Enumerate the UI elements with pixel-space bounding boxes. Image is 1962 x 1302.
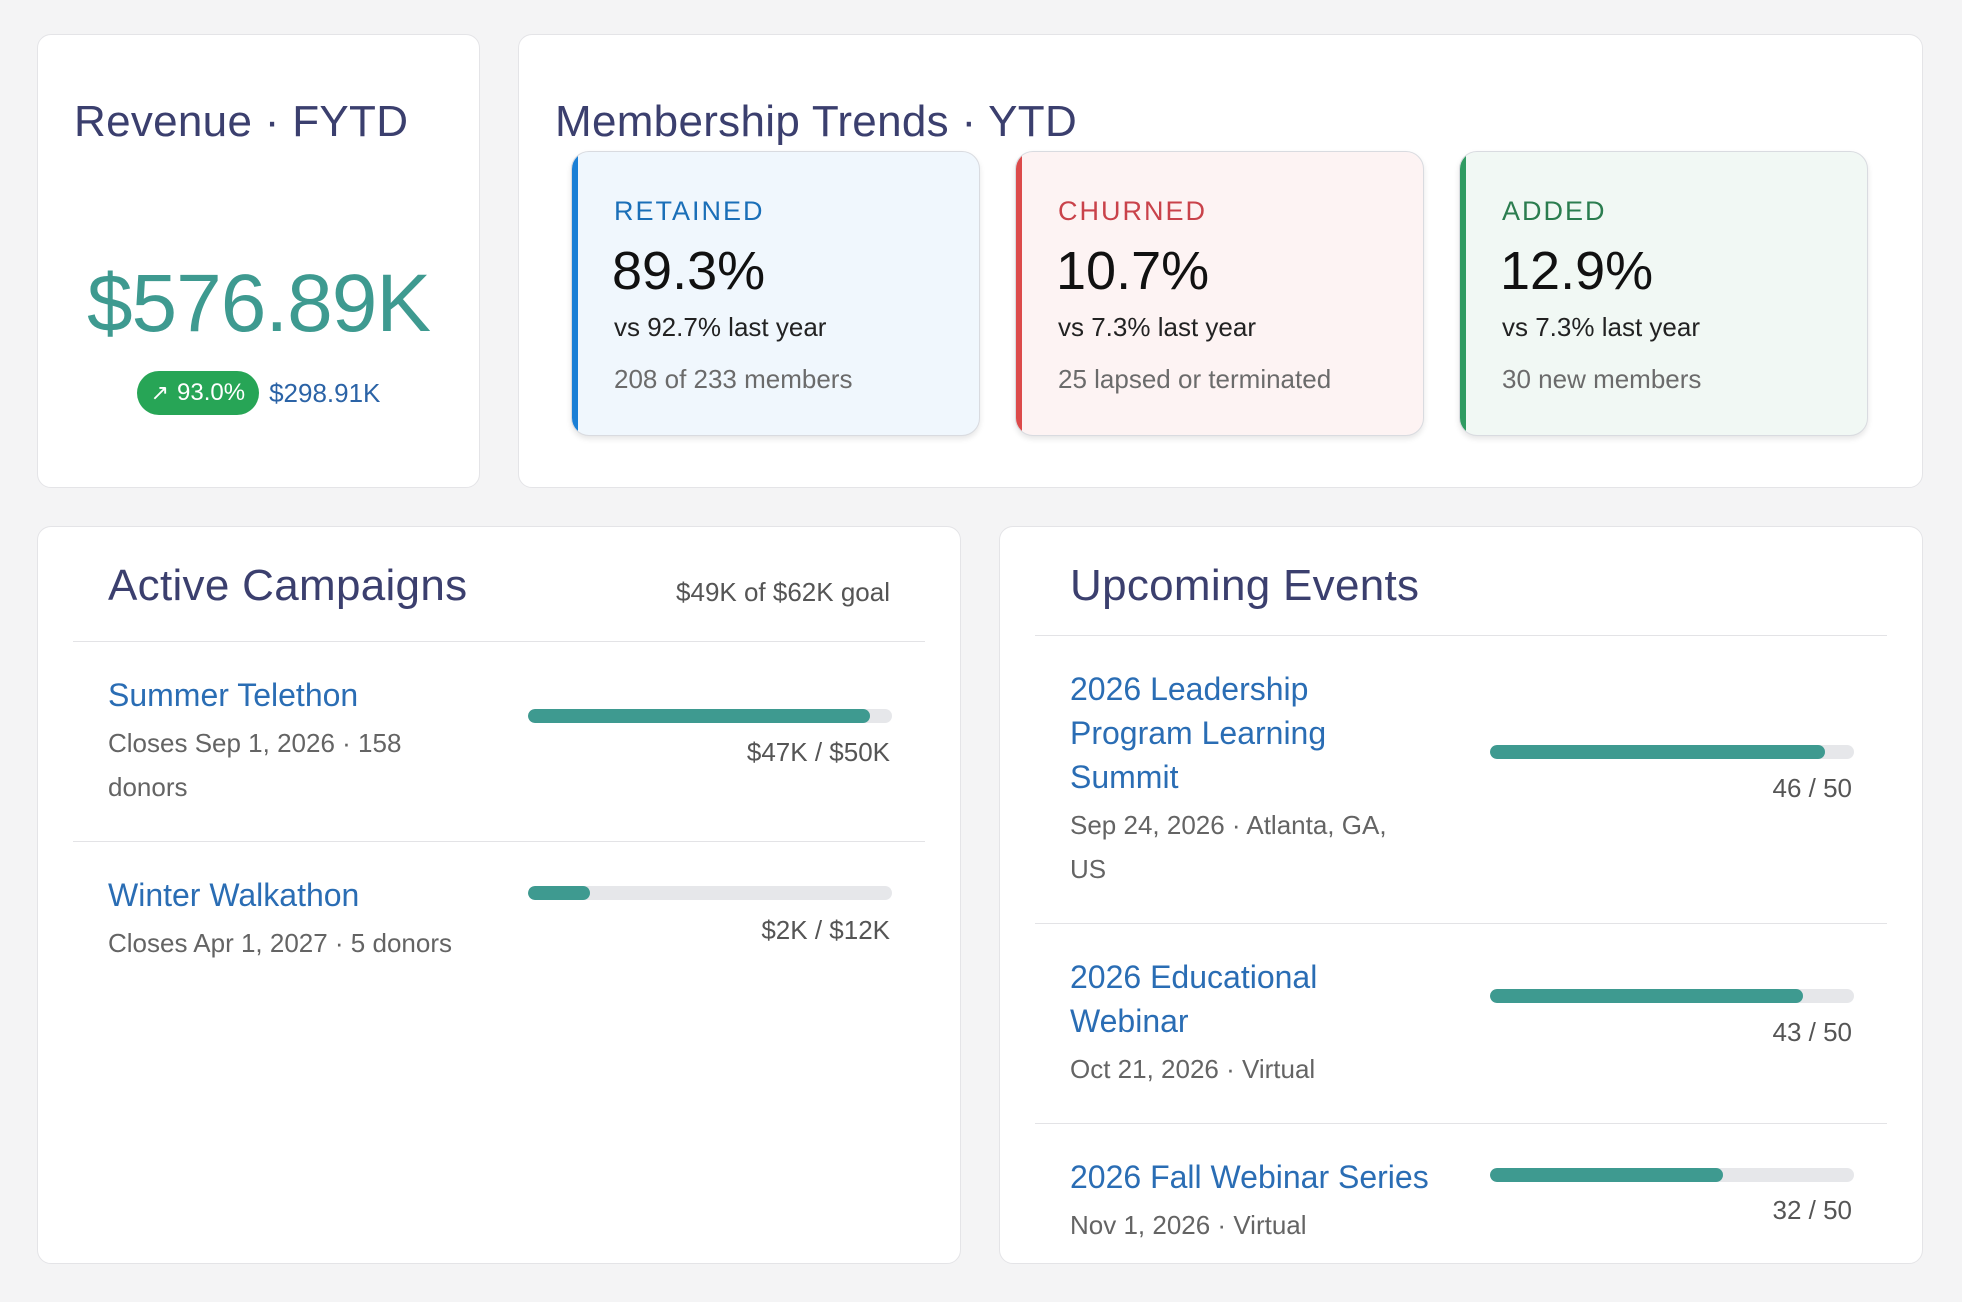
stat-label: ADDED bbox=[1502, 196, 1607, 226]
divider bbox=[73, 641, 925, 642]
campaign-meta: Closes Apr 1, 2027 · 5 donors bbox=[108, 928, 452, 958]
added-stat-card: ADDED 12.9% vs 7.3% last year 30 new mem… bbox=[1459, 151, 1868, 436]
stat-accent-bar bbox=[1016, 152, 1022, 435]
campaign-name-link[interactable]: Summer Telethon bbox=[108, 677, 359, 713]
event-capacity-label: 32 / 50 bbox=[1772, 1195, 1852, 1225]
campaigns-title: Active Campaigns bbox=[108, 561, 468, 610]
revenue-delta-row: ↗ 93.0% $298.91K bbox=[38, 371, 479, 415]
progress-fill bbox=[528, 709, 871, 723]
stat-comparison: vs 7.3% last year bbox=[1502, 312, 1700, 342]
campaign-progress-label: $47K / $50K bbox=[746, 737, 890, 767]
event-name-link[interactable]: 2026 Fall Webinar Series bbox=[1070, 1159, 1429, 1195]
campaign-progress-bar bbox=[528, 886, 892, 900]
stat-detail: 208 of 233 members bbox=[614, 364, 853, 394]
stat-comparison: vs 92.7% last year bbox=[614, 312, 827, 342]
event-name-link[interactable]: 2026 Leadership bbox=[1070, 671, 1309, 707]
campaign-progress-bar bbox=[528, 709, 892, 723]
event-name-link[interactable]: Summit bbox=[1070, 759, 1179, 795]
stat-comparison: vs 7.3% last year bbox=[1058, 312, 1256, 342]
upcoming-events-card: Upcoming Events 2026 Leadership Program … bbox=[999, 526, 1923, 1264]
divider bbox=[73, 841, 925, 842]
event-capacity-label: 43 / 50 bbox=[1772, 1017, 1852, 1047]
stat-value: 10.7% bbox=[1056, 241, 1210, 301]
membership-trends-card: Membership Trends · YTD RETAINED 89.3% v… bbox=[518, 34, 1923, 488]
event-capacity-bar bbox=[1490, 745, 1854, 759]
revenue-delta-amount: $298.91K bbox=[269, 377, 381, 408]
retained-stat-card: RETAINED 89.3% vs 92.7% last year 208 of… bbox=[571, 151, 980, 436]
revenue-delta-percent: 93.0% bbox=[177, 379, 246, 406]
event-name-link[interactable]: 2026 Educational bbox=[1070, 959, 1318, 995]
stat-detail: 25 lapsed or terminated bbox=[1058, 364, 1332, 394]
event-meta: Nov 1, 2026 · Virtual bbox=[1070, 1210, 1307, 1240]
event-meta: Sep 24, 2026 · Atlanta, GA, bbox=[1070, 810, 1387, 840]
stat-accent-bar bbox=[1460, 152, 1466, 435]
stat-detail: 30 new members bbox=[1502, 364, 1702, 394]
progress-fill bbox=[1490, 745, 1825, 759]
stat-value: 12.9% bbox=[1500, 241, 1654, 301]
stat-label: RETAINED bbox=[614, 196, 765, 226]
churned-stat-card: CHURNED 10.7% vs 7.3% last year 25 lapse… bbox=[1015, 151, 1424, 436]
revenue-delta-badge: ↗ 93.0% bbox=[136, 371, 260, 415]
revenue-amount: $576.89K bbox=[86, 258, 431, 349]
event-meta: US bbox=[1070, 854, 1107, 884]
stat-value: 89.3% bbox=[612, 241, 766, 301]
divider bbox=[1035, 635, 1887, 636]
revenue-title: Revenue · FYTD bbox=[74, 97, 409, 146]
campaign-progress-label: $2K / $12K bbox=[761, 915, 890, 945]
event-capacity-bar bbox=[1490, 989, 1854, 1003]
event-capacity-bar bbox=[1490, 1168, 1854, 1182]
campaign-name-link[interactable]: Winter Walkathon bbox=[108, 877, 360, 913]
campaigns-goal-summary: $49K of $62K goal bbox=[676, 577, 890, 607]
events-title: Upcoming Events bbox=[1070, 561, 1420, 610]
stat-accent-bar bbox=[572, 152, 578, 435]
progress-fill bbox=[528, 886, 590, 900]
progress-fill bbox=[1490, 1168, 1723, 1182]
stat-label: CHURNED bbox=[1058, 196, 1207, 226]
divider bbox=[1035, 923, 1887, 924]
event-name-link[interactable]: Webinar bbox=[1070, 1003, 1189, 1039]
active-campaigns-card: Active Campaigns $49K of $62K goal Summe… bbox=[37, 526, 961, 1264]
progress-fill bbox=[1490, 989, 1804, 1003]
event-name-link[interactable]: Program Learning bbox=[1070, 715, 1327, 751]
arrow-up-right-icon: ↗ bbox=[150, 380, 170, 405]
divider bbox=[1035, 1123, 1887, 1124]
campaign-meta: donors bbox=[108, 772, 188, 802]
campaign-meta: Closes Sep 1, 2026 · 158 bbox=[108, 728, 402, 758]
membership-title: Membership Trends · YTD bbox=[555, 97, 1078, 146]
revenue-card: Revenue · FYTD $576.89K ↗ 93.0% $298.91K bbox=[37, 34, 480, 488]
event-capacity-label: 46 / 50 bbox=[1772, 773, 1852, 803]
event-meta: Oct 21, 2026 · Virtual bbox=[1070, 1054, 1316, 1084]
